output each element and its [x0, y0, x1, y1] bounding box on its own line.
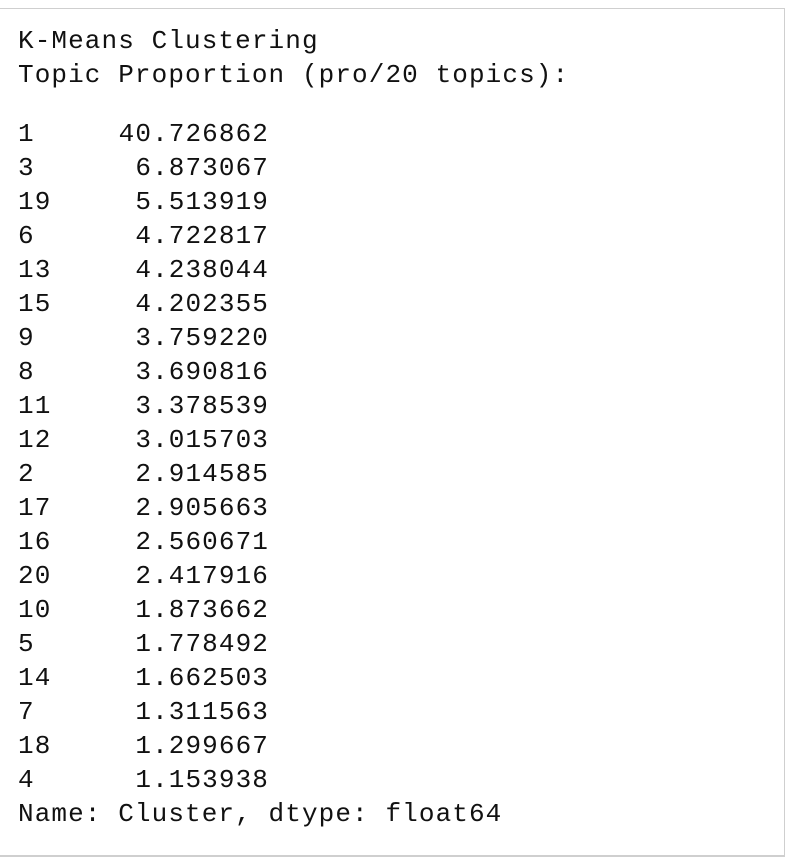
row-index: 17: [18, 493, 52, 523]
row-value: 5.513919: [135, 187, 269, 217]
row-index: 5: [18, 629, 35, 659]
row-index: 6: [18, 221, 35, 251]
row-index: 18: [18, 731, 52, 761]
row-index: 8: [18, 357, 35, 387]
row-value: 2.560671: [135, 527, 269, 557]
row-index: 19: [18, 187, 52, 217]
row-index: 12: [18, 425, 52, 455]
output-subtitle: Topic Proportion (pro/20 topics):: [18, 60, 570, 90]
row-index: 20: [18, 561, 52, 591]
row-index: 11: [18, 391, 52, 421]
row-value: 40.726862: [118, 119, 269, 149]
row-index: 9: [18, 323, 35, 353]
row-value: 4.722817: [135, 221, 269, 251]
row-value: 4.238044: [135, 255, 269, 285]
row-index: 16: [18, 527, 52, 557]
row-value: 3.759220: [135, 323, 269, 353]
series-footer: Name: Cluster, dtype: float64: [18, 799, 503, 829]
row-index: 10: [18, 595, 52, 625]
row-value: 2.905663: [135, 493, 269, 523]
row-index: 1: [18, 119, 35, 149]
row-value: 2.417916: [135, 561, 269, 591]
row-value: 1.873662: [135, 595, 269, 625]
row-value: 1.311563: [135, 697, 269, 727]
row-index: 13: [18, 255, 52, 285]
row-index: 14: [18, 663, 52, 693]
row-index: 7: [18, 697, 35, 727]
row-index: 15: [18, 289, 52, 319]
row-value: 3.690816: [135, 357, 269, 387]
output-cell: K-Means Clustering Topic Proportion (pro…: [0, 8, 785, 857]
row-value: 1.153938: [135, 765, 269, 795]
row-index: 3: [18, 153, 35, 183]
row-index: 2: [18, 459, 35, 489]
row-value: 3.378539: [135, 391, 269, 421]
row-value: 3.015703: [135, 425, 269, 455]
row-value: 6.873067: [135, 153, 269, 183]
row-value: 4.202355: [135, 289, 269, 319]
output-title: K-Means Clustering: [18, 26, 319, 56]
row-index: 4: [18, 765, 35, 795]
row-value: 1.662503: [135, 663, 269, 693]
row-value: 1.299667: [135, 731, 269, 761]
row-value: 2.914585: [135, 459, 269, 489]
row-value: 1.778492: [135, 629, 269, 659]
